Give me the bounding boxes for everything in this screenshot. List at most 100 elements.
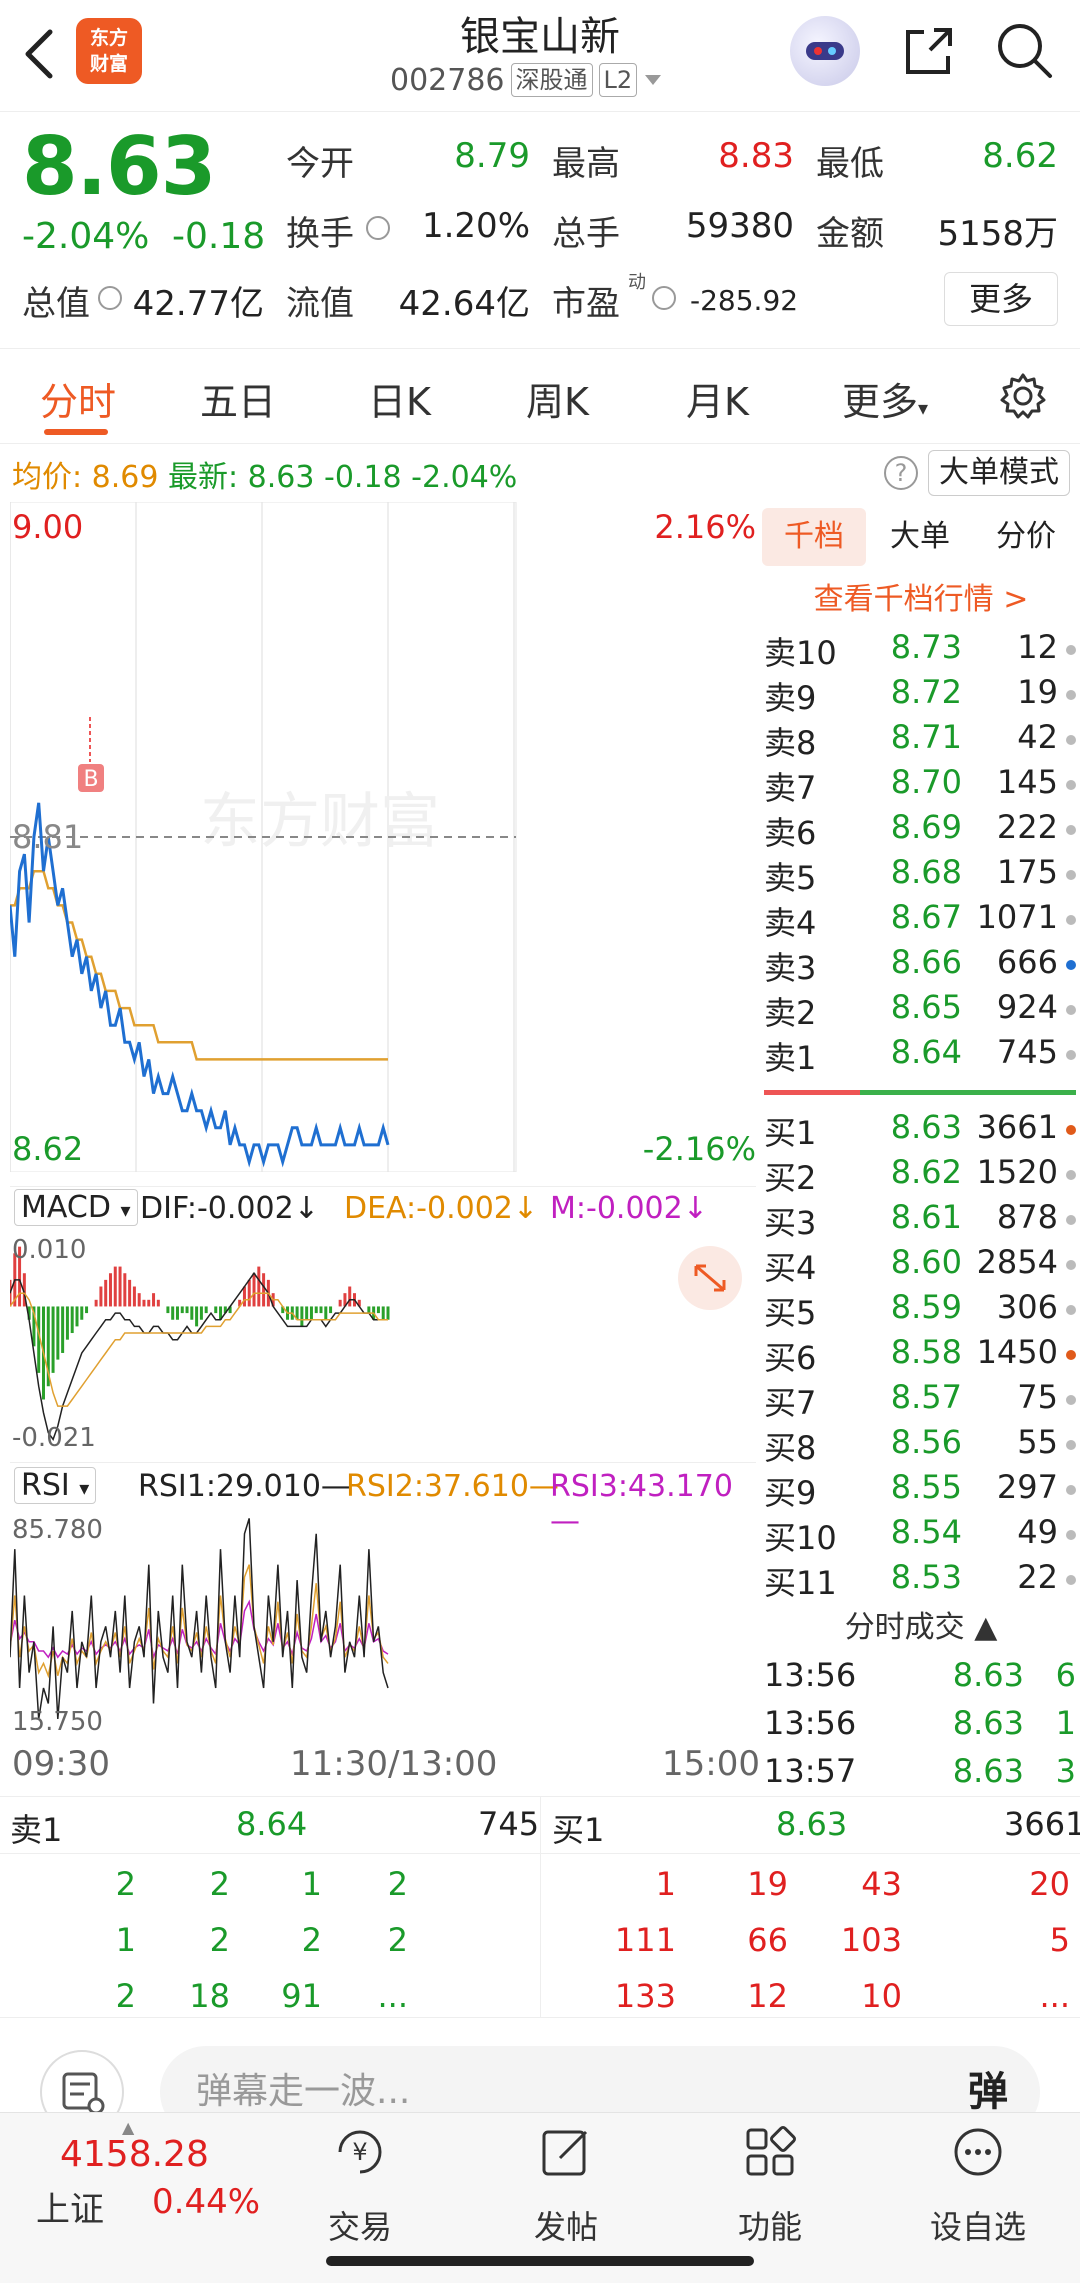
stock-code-row[interactable]: 002786 深股通 L2: [390, 60, 663, 100]
more-quote-button[interactable]: 更多: [944, 272, 1058, 326]
index-name[interactable]: 上证: [36, 2190, 104, 2230]
bid-row[interactable]: 买3 8.61 878: [764, 1198, 1076, 1243]
pct-top-label: 2.16%: [654, 508, 756, 546]
app-logo: 东方 财富: [76, 18, 142, 84]
bid-row[interactable]: 买10 8.54 49: [764, 1513, 1076, 1558]
bid-row[interactable]: 买4 8.60 2854: [764, 1243, 1076, 1288]
high-label: 最高: [552, 144, 620, 184]
tab-big-orders[interactable]: 大单: [890, 519, 950, 554]
orderbook-split: [764, 1090, 1076, 1095]
bottom-nav: [0, 2112, 1080, 2283]
ask-row[interactable]: 卖2 8.65 924: [764, 988, 1076, 1033]
tab-price-distribution[interactable]: 分价: [996, 519, 1056, 554]
ask-row[interactable]: 卖10 8.73 12: [764, 628, 1076, 673]
bid-level: 买6: [764, 1339, 817, 1377]
bid-row[interactable]: 买7 8.57 75: [764, 1378, 1076, 1423]
share-icon[interactable]: [900, 22, 958, 80]
rsi2-line: [10, 1564, 389, 1679]
bid-row[interactable]: 买9 8.55 297: [764, 1468, 1076, 1513]
macd-top-label: 0.010: [12, 1235, 86, 1265]
dea-line: [10, 1292, 388, 1407]
x-label-close: 15:00: [662, 1744, 760, 1784]
ask-row[interactable]: 卖8 8.71 42: [764, 718, 1076, 763]
macd-selector[interactable]: MACD ▾: [14, 1189, 138, 1226]
bid-row[interactable]: 买5 8.59 306: [764, 1288, 1076, 1333]
bid-volume: 1450: [976, 1333, 1058, 1371]
ask-row[interactable]: 卖7 8.70 145: [764, 763, 1076, 808]
tab-more[interactable]: 更多▾: [842, 380, 929, 424]
latest-change: -0.18: [324, 460, 402, 495]
bid-dot: [1066, 1350, 1076, 1360]
ask-row[interactable]: 卖3 8.66 666: [764, 943, 1076, 988]
ask-volume: 145: [996, 763, 1058, 801]
bid-volume: 1520: [976, 1153, 1058, 1191]
help-icon[interactable]: ?: [884, 456, 918, 490]
search-icon[interactable]: [994, 20, 1054, 80]
ask-row[interactable]: 卖4 8.67 1071: [764, 898, 1076, 943]
rsi-chart[interactable]: 85.780 15.750: [10, 1512, 756, 1736]
bid-row[interactable]: 买6 8.58 1450: [764, 1333, 1076, 1378]
tick-time: 13:57: [764, 1752, 857, 1790]
x-label-open: 09:30: [12, 1744, 110, 1784]
rsi1-label: RSI1:29.010—: [138, 1469, 351, 1504]
volume-value: 59380: [685, 206, 794, 246]
bid-row[interactable]: 买2 8.62 1520: [764, 1153, 1076, 1198]
tab-five-day[interactable]: 五日: [200, 380, 277, 424]
post-icon[interactable]: [536, 2122, 596, 2182]
low-label: 最低: [816, 144, 884, 184]
nav-add-watchlist[interactable]: 设自选: [929, 2208, 1026, 2246]
bid-level: 买11: [764, 1564, 837, 1602]
rsi-selector[interactable]: RSI ▾: [14, 1467, 97, 1504]
tab-daily-k[interactable]: 日K: [368, 380, 431, 424]
dea-label: DEA:-0.002↓: [344, 1191, 539, 1226]
robot-avatar-icon[interactable]: [790, 16, 860, 86]
tab-weekly-k[interactable]: 周K: [526, 380, 589, 424]
back-icon[interactable]: [20, 24, 60, 84]
nav-post[interactable]: 发帖: [533, 2208, 598, 2246]
ask-row[interactable]: 卖5 8.68 175: [764, 853, 1076, 898]
ask-row[interactable]: 卖1 8.64 745: [764, 1033, 1076, 1078]
bid-row[interactable]: 买11 8.53 22: [764, 1558, 1076, 1603]
buy-marker: [78, 764, 104, 792]
info-icon[interactable]: [366, 216, 390, 240]
nav-trade[interactable]: 交易: [327, 2208, 392, 2246]
bid-dot: [1066, 1215, 1076, 1225]
ask-volume: 42: [1017, 718, 1058, 756]
queue-sell-label: 卖1: [10, 1811, 63, 1849]
change-amount: -0.18: [172, 216, 266, 257]
nav-functions[interactable]: 功能: [737, 2208, 802, 2246]
macd-chart[interactable]: 0.010 -0.021: [10, 1232, 756, 1454]
bid-row[interactable]: 买8 8.56 55: [764, 1423, 1076, 1468]
ask-row[interactable]: 卖6 8.69 222: [764, 808, 1076, 853]
bid-volume: 55: [1017, 1423, 1058, 1461]
danmu-toggle-button[interactable]: 弹: [968, 2069, 1008, 2115]
big-order-mode-button[interactable]: 大单模式: [928, 450, 1070, 496]
index-value[interactable]: 4158.28: [60, 2134, 209, 2175]
trade-icon[interactable]: ¥: [330, 2122, 390, 2182]
info-icon[interactable]: [652, 286, 676, 310]
queue-buy-cell: 103: [840, 1921, 902, 1959]
ask-row[interactable]: 卖9 8.72 19: [764, 673, 1076, 718]
view-depth-link[interactable]: 查看千档行情 >: [813, 582, 1029, 617]
bid-row[interactable]: 买1 8.63 3661: [764, 1108, 1076, 1153]
index-caret-icon: ▲: [122, 2118, 135, 2137]
bid-level: 买3: [764, 1204, 817, 1242]
info-icon[interactable]: [98, 286, 122, 310]
intraday-price-chart[interactable]: 东方财富 B 9.00 8.62 8.81 2.16% -2.16%: [10, 502, 756, 1172]
tab-monthly-k[interactable]: 月K: [686, 380, 749, 424]
tab-depth[interactable]: 千档: [762, 508, 866, 566]
index-change-pct[interactable]: 0.44%: [152, 2182, 261, 2222]
settings-gear-icon[interactable]: [998, 371, 1048, 421]
add-watchlist-icon[interactable]: [948, 2122, 1008, 2182]
bid-dot: [1066, 1125, 1076, 1135]
queue-sell-cell: 18: [189, 1977, 230, 2015]
tab-intraday[interactable]: 分时: [40, 380, 117, 424]
price-line: [10, 802, 390, 1168]
macd-legend: MACD ▾ DIF:-0.002↓ DEA:-0.002↓ M:-0.002↓: [10, 1186, 756, 1230]
ticks-header[interactable]: 分时成交 ▲: [844, 1610, 998, 1645]
functions-grid-icon[interactable]: [740, 2122, 800, 2182]
bid-dot: [1066, 1485, 1076, 1495]
y-top-label: 9.00: [12, 508, 83, 546]
queue-buy-price: 8.63: [776, 1805, 848, 1843]
ask-dot: [1066, 960, 1076, 970]
